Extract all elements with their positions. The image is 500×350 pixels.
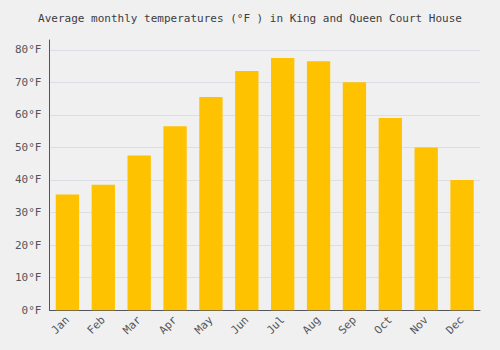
svg-text:70°F: 70°F (15, 76, 42, 89)
svg-text:50°F: 50°F (15, 141, 42, 154)
svg-text:Jul: Jul (264, 314, 287, 337)
svg-text:Jan: Jan (49, 314, 72, 337)
svg-text:0°F: 0°F (22, 304, 42, 317)
svg-text:60°F: 60°F (15, 108, 42, 121)
svg-text:30°F: 30°F (15, 206, 42, 219)
svg-text:40°F: 40°F (15, 173, 42, 186)
svg-text:20°F: 20°F (15, 239, 42, 252)
svg-text:Mar: Mar (121, 313, 144, 336)
svg-text:Dec: Dec (443, 314, 466, 337)
svg-text:10°F: 10°F (15, 271, 42, 284)
svg-text:May: May (192, 313, 215, 336)
svg-text:80°F: 80°F (15, 43, 42, 56)
svg-text:Apr: Apr (156, 313, 179, 336)
svg-text:Jun: Jun (228, 314, 251, 337)
svg-text:Oct: Oct (372, 314, 395, 337)
svg-text:Average monthly temperatures (: Average monthly temperatures (°F ) in Ki… (38, 12, 462, 25)
svg-text:Sep: Sep (336, 314, 359, 337)
svg-text:Nov: Nov (408, 313, 431, 336)
svg-text:Aug: Aug (300, 314, 323, 337)
svg-text:Feb: Feb (85, 314, 108, 337)
